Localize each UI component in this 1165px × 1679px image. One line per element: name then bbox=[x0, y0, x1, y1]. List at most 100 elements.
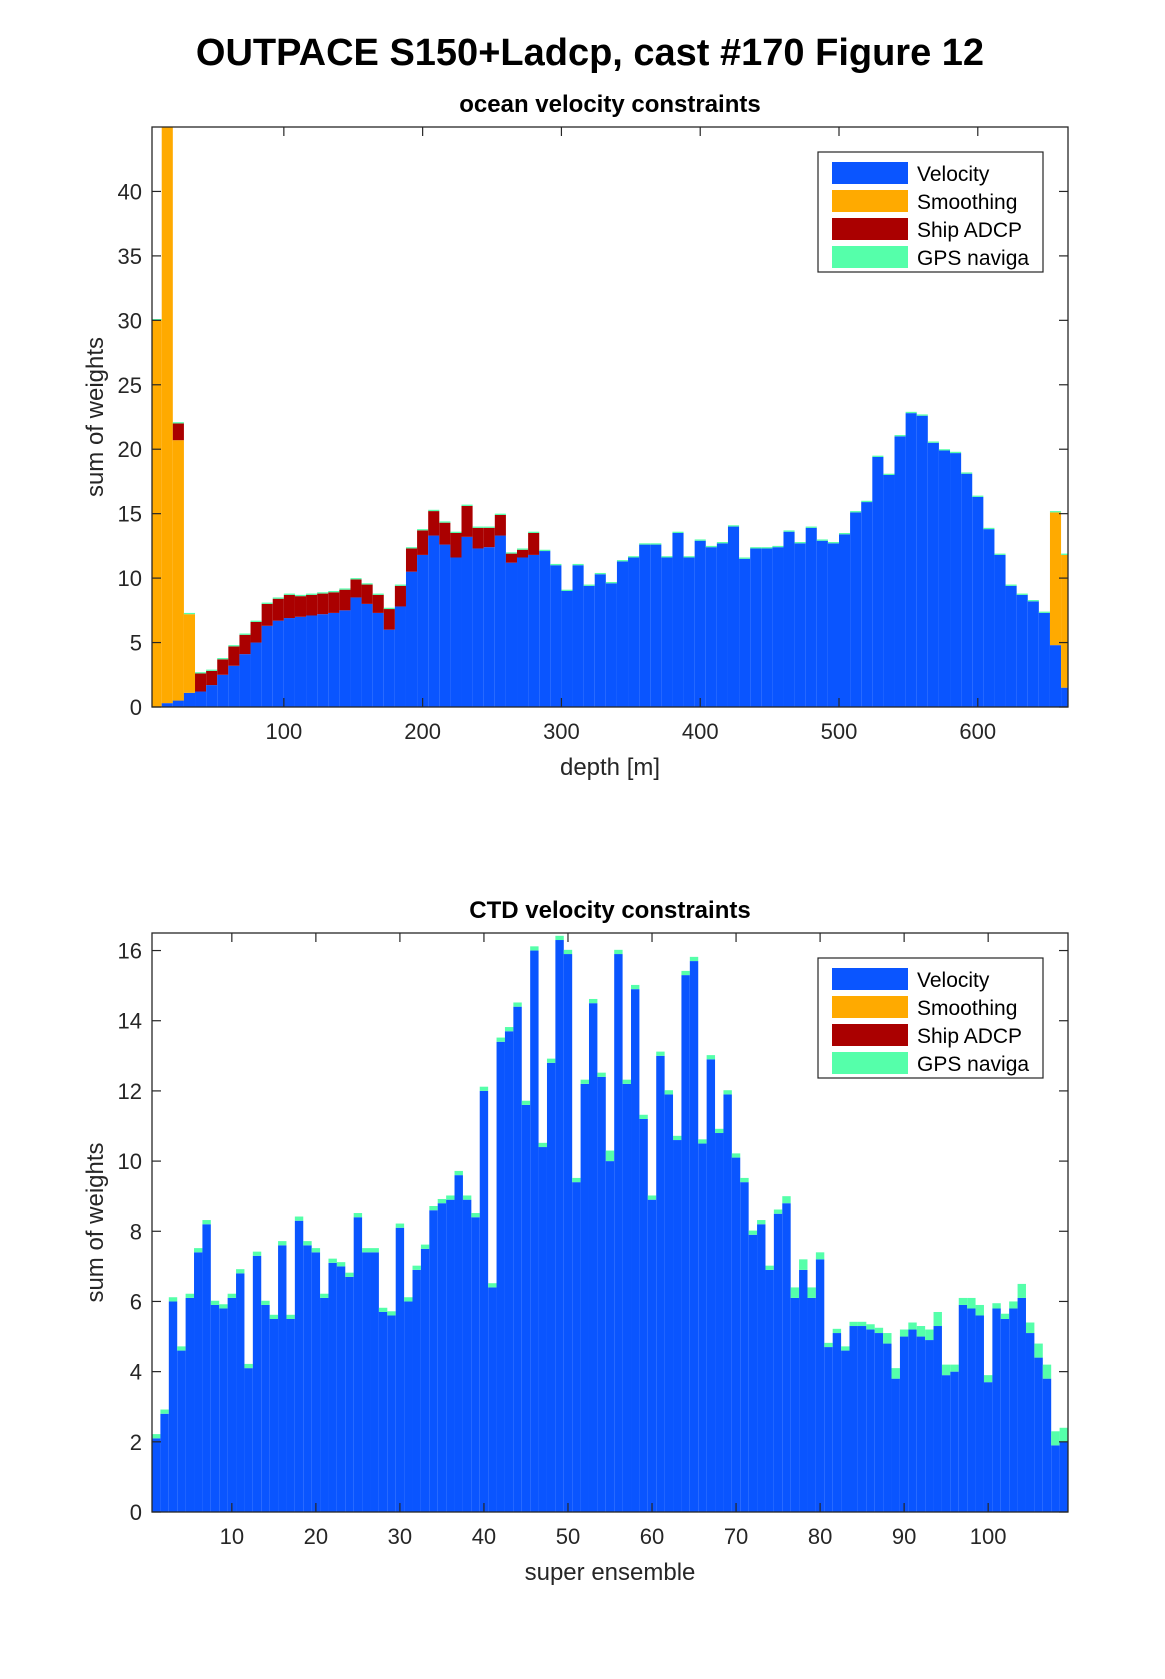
bar-gps-navigation bbox=[429, 1206, 438, 1211]
bar-ship-adcp bbox=[528, 533, 540, 555]
bar-gps-navigation bbox=[539, 549, 551, 552]
bar-velocity bbox=[328, 612, 340, 707]
bar-velocity bbox=[195, 691, 207, 707]
bar-velocity bbox=[681, 975, 690, 1512]
bar-gps-navigation bbox=[961, 472, 973, 474]
bar-ship-adcp bbox=[394, 585, 406, 607]
bar-gps-navigation bbox=[1027, 600, 1039, 602]
bar-gps-navigation bbox=[950, 1364, 959, 1372]
bar-velocity bbox=[383, 629, 395, 707]
bar-velocity bbox=[306, 615, 318, 707]
y-tick-label: 20 bbox=[118, 437, 142, 462]
bar-velocity bbox=[404, 1301, 413, 1512]
bar-gps-navigation bbox=[950, 451, 962, 454]
bar-gps-navigation bbox=[916, 1326, 926, 1337]
bar-velocity bbox=[504, 1031, 514, 1512]
x-axis-label: super ensemble bbox=[525, 1559, 696, 1586]
bar-velocity bbox=[983, 529, 995, 707]
bar-gps-navigation bbox=[528, 531, 540, 533]
bar-gps-navigation bbox=[841, 1346, 850, 1351]
x-tick-label: 100 bbox=[970, 1524, 1007, 1549]
bar-velocity bbox=[428, 535, 440, 707]
bar-velocity bbox=[1027, 601, 1039, 707]
x-tick-label: 400 bbox=[682, 719, 719, 744]
bar-velocity bbox=[286, 1319, 295, 1512]
bar-gps-navigation bbox=[681, 970, 690, 976]
bar-gps-navigation bbox=[172, 422, 184, 424]
bar-ship-adcp bbox=[283, 594, 295, 619]
bar-gps-navigation bbox=[616, 560, 629, 562]
bar-velocity bbox=[439, 544, 451, 707]
bar-velocity bbox=[350, 597, 362, 707]
y-tick-label: 4 bbox=[130, 1360, 142, 1385]
bar-gps-navigation bbox=[395, 1223, 405, 1228]
bar-velocity bbox=[236, 1273, 245, 1512]
bar-velocity bbox=[614, 954, 623, 1512]
bar-velocity bbox=[1038, 612, 1050, 707]
bar-gps-navigation bbox=[672, 531, 684, 533]
bar-velocity bbox=[412, 1269, 421, 1512]
bar-gps-navigation bbox=[705, 545, 717, 548]
bar-gps-navigation bbox=[891, 1368, 900, 1379]
bar-gps-navigation bbox=[417, 529, 429, 531]
bar-ship-adcp bbox=[494, 514, 506, 536]
bar-gps-navigation bbox=[622, 1079, 632, 1084]
bar-gps-navigation bbox=[437, 1198, 447, 1204]
bar-velocity bbox=[185, 1297, 195, 1512]
bar-gps-navigation bbox=[239, 633, 251, 635]
bar-velocity bbox=[698, 1143, 707, 1512]
bar-gps-navigation bbox=[938, 449, 951, 451]
bar-velocity bbox=[816, 540, 828, 707]
bar-gps-navigation bbox=[614, 949, 623, 955]
bar-gps-navigation bbox=[716, 542, 728, 544]
bar-ship-adcp bbox=[250, 621, 262, 643]
bar-gps-navigation bbox=[908, 1322, 917, 1330]
bar-gps-navigation bbox=[739, 557, 751, 559]
bar-velocity bbox=[505, 562, 518, 707]
bar-gps-navigation bbox=[639, 543, 651, 545]
bar-gps-navigation bbox=[194, 1248, 203, 1253]
bar-ship-adcp bbox=[261, 603, 273, 626]
bar-velocity bbox=[194, 1252, 203, 1512]
bar-gps-navigation bbox=[387, 1311, 396, 1316]
bar-velocity bbox=[420, 1248, 430, 1512]
bar-gps-navigation bbox=[925, 1329, 934, 1341]
bar-velocity bbox=[210, 1304, 220, 1512]
bar-velocity bbox=[450, 557, 462, 707]
bar-velocity bbox=[353, 1217, 363, 1512]
bar-gps-navigation bbox=[905, 411, 917, 414]
y-tick-label: 40 bbox=[118, 179, 142, 204]
bar-velocity bbox=[597, 1076, 606, 1512]
bar-velocity bbox=[639, 1118, 648, 1512]
bar-gps-navigation bbox=[350, 578, 362, 580]
bar-gps-navigation bbox=[320, 1293, 329, 1298]
bar-gps-navigation bbox=[572, 563, 584, 566]
bar-velocity bbox=[594, 574, 606, 707]
bar-ship-adcp bbox=[450, 533, 462, 558]
bar-gps-navigation bbox=[202, 1220, 211, 1225]
bar-gps-navigation bbox=[849, 1321, 858, 1327]
bar-gps-navigation bbox=[628, 556, 640, 558]
bar-velocity bbox=[783, 531, 795, 707]
bar-velocity bbox=[715, 1133, 724, 1512]
legend-label: GPS naviga bbox=[917, 247, 1029, 270]
bar-gps-navigation bbox=[183, 612, 196, 615]
bar-gps-navigation bbox=[597, 1072, 606, 1077]
bar-velocity bbox=[983, 1382, 993, 1512]
x-tick-label: 50 bbox=[556, 1524, 580, 1549]
bar-velocity bbox=[339, 610, 351, 707]
bar-gps-navigation bbox=[494, 513, 506, 515]
bar-gps-navigation bbox=[439, 521, 451, 523]
bar-gps-navigation bbox=[412, 1265, 421, 1270]
bar-gps-navigation bbox=[372, 593, 384, 595]
bar-velocity bbox=[561, 591, 573, 707]
bar-velocity bbox=[177, 1350, 186, 1512]
bar-velocity bbox=[336, 1266, 346, 1512]
bar-gps-navigation bbox=[538, 1142, 547, 1148]
legend-swatch-velocity bbox=[832, 968, 908, 990]
bar-gps-navigation bbox=[294, 594, 307, 597]
bar-gps-navigation bbox=[446, 1195, 455, 1200]
bar-velocity bbox=[446, 1199, 455, 1512]
bar-gps-navigation bbox=[647, 1195, 657, 1200]
bar-gps-navigation bbox=[765, 1265, 774, 1270]
